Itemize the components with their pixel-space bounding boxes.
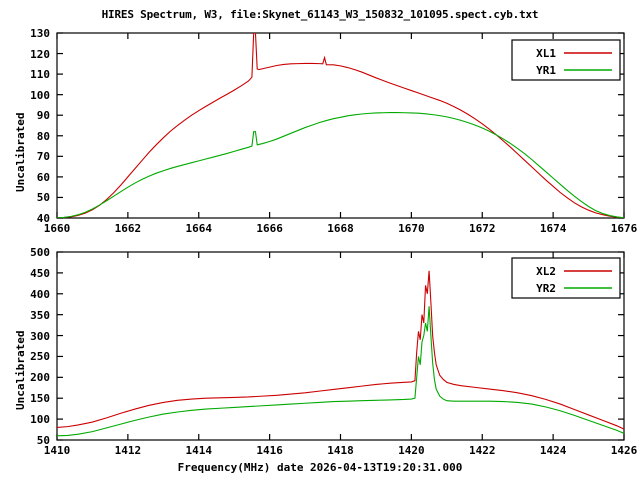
y-tick-label: 120: [30, 47, 50, 61]
y-tick-label: 250: [30, 350, 50, 364]
series-line-yr1: [57, 112, 624, 218]
x-tick-label: 1674: [539, 222, 567, 235]
y-tick-label: 200: [30, 371, 50, 385]
x-axis-label: Frequency(MHz) date 2026-04-13T19:20:31.…: [177, 461, 463, 474]
x-tick-label: 1672: [469, 222, 496, 235]
y-tick-label: 40: [36, 212, 50, 225]
x-tick-label: 1660: [43, 222, 71, 235]
x-tick-label: 1666: [256, 222, 283, 235]
x-tick-label: 1412: [114, 444, 142, 457]
legend-label-yr2: YR2: [536, 282, 556, 295]
y-tick-label: 500: [30, 246, 50, 259]
series-line-xl2: [57, 270, 624, 430]
y-tick-label: 50: [36, 191, 50, 205]
y-tick-label: 60: [36, 170, 50, 184]
x-tick-label: 1670: [398, 222, 425, 235]
y-tick-label: 110: [30, 68, 50, 82]
legend-label-yr1: YR1: [536, 64, 556, 77]
y-tick-label: 350: [30, 308, 50, 322]
top-series-group: [57, 33, 624, 218]
bottom-plot-frame: [56, 251, 625, 441]
x-tick-label: 1668: [327, 222, 354, 235]
y-tick-label: 70: [36, 150, 50, 164]
y-tick-label: 450: [30, 266, 50, 280]
legend-label-xl2: XL2: [536, 265, 556, 278]
x-tick-label: 1418: [327, 444, 354, 457]
series-line-yr2: [57, 306, 624, 437]
y-tick-label: 90: [36, 109, 50, 123]
y-tick-label: 80: [36, 129, 50, 143]
y-tick-label: 100: [30, 413, 50, 427]
y-tick-label: 130: [30, 27, 50, 40]
x-tick-label: 1426: [610, 444, 638, 457]
page-title: HIRES Spectrum, W3, file:Skynet_61143_W3…: [101, 8, 539, 21]
bottom-series-group: [57, 270, 624, 437]
series-line-xl1: [57, 33, 624, 218]
legend-label-xl1: XL1: [536, 47, 556, 60]
y-tick-label: 100: [30, 88, 50, 102]
x-tick-label: 1410: [43, 444, 71, 457]
top-plot-frame: [56, 32, 625, 219]
x-tick-label: 1676: [610, 222, 638, 235]
x-tick-label: 1416: [256, 444, 283, 457]
y-tick-label: 50: [36, 434, 50, 447]
y-tick-label: 300: [30, 329, 50, 343]
x-tick-label: 1420: [398, 444, 425, 457]
y-tick-label: 400: [30, 287, 50, 301]
x-tick-label: 1422: [469, 444, 496, 457]
y-tick-label: 150: [30, 392, 50, 406]
x-tick-label: 1424: [539, 444, 567, 457]
x-tick-label: 1414: [185, 444, 213, 457]
x-tick-label: 1664: [185, 222, 213, 235]
x-tick-label: 1662: [114, 222, 142, 235]
